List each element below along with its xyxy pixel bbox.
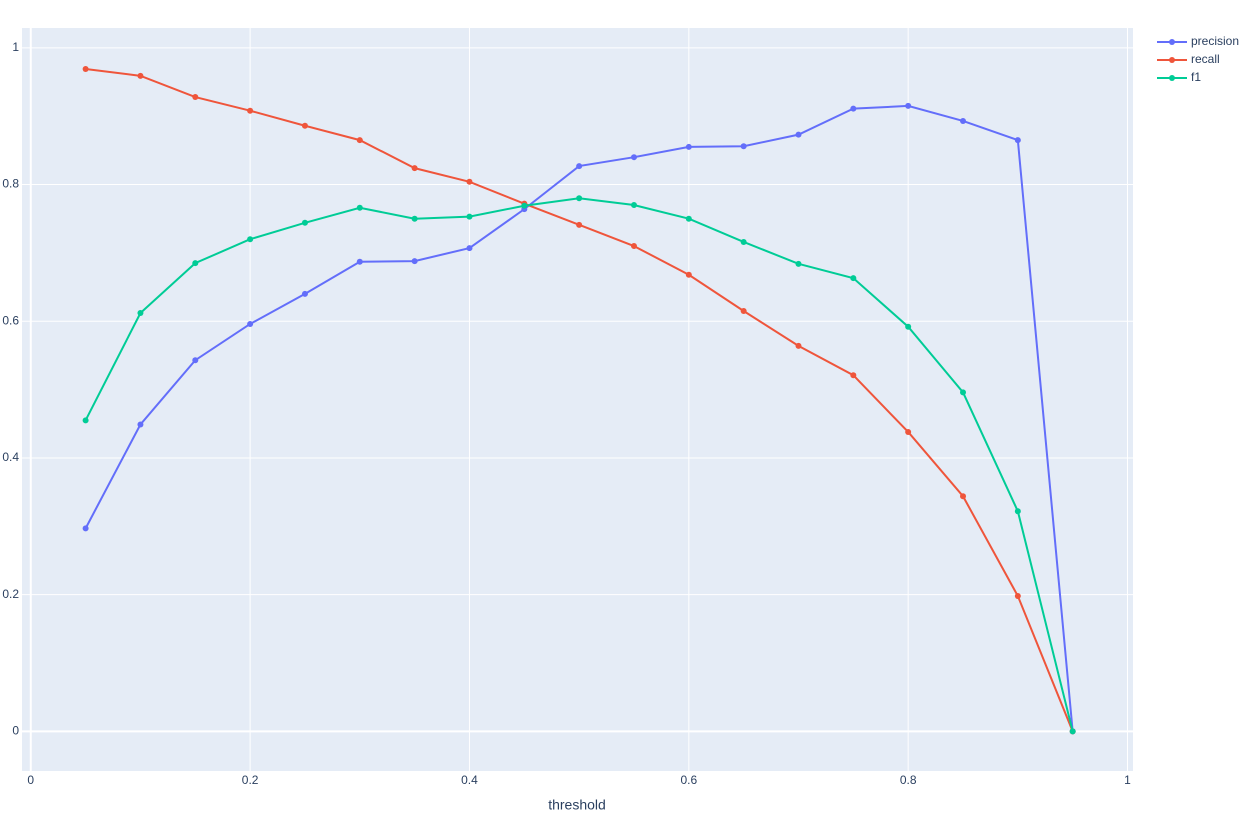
point <box>960 493 967 500</box>
point <box>905 102 912 109</box>
x-tick-label: 1 <box>1124 773 1131 787</box>
point <box>137 421 144 428</box>
point <box>795 342 802 349</box>
point <box>630 243 637 250</box>
point <box>576 195 583 202</box>
point <box>356 137 363 144</box>
point <box>411 215 418 222</box>
y-tick-label: 0.4 <box>2 450 19 464</box>
point <box>411 258 418 265</box>
point <box>850 105 857 112</box>
y-tick-label: 1 <box>12 40 19 54</box>
y-tick-label: 0 <box>12 724 19 738</box>
point <box>850 275 857 282</box>
point <box>850 372 857 379</box>
x-tick-label: 0.6 <box>680 773 697 787</box>
point <box>795 131 802 138</box>
point <box>740 307 747 314</box>
point <box>466 178 473 185</box>
x-tick-label: 0.2 <box>242 773 259 787</box>
legend-marker <box>1169 57 1175 63</box>
legend-label: recall <box>1191 52 1220 66</box>
point <box>301 219 308 226</box>
point <box>301 290 308 297</box>
point <box>356 204 363 211</box>
point <box>576 163 583 170</box>
x-tick-label: 0 <box>27 773 34 787</box>
point <box>247 320 254 327</box>
point <box>82 525 89 532</box>
point <box>685 215 692 222</box>
point <box>1014 508 1021 515</box>
legend-marker <box>1169 39 1175 45</box>
y-tick-label: 0.8 <box>2 177 19 191</box>
x-axis-label: threshold <box>548 797 606 813</box>
point <box>192 357 199 364</box>
point <box>301 122 308 129</box>
x-tick-label: 0.4 <box>461 773 478 787</box>
point <box>192 260 199 267</box>
y-tick-label: 0.2 <box>2 587 19 601</box>
point <box>466 213 473 220</box>
point <box>685 143 692 150</box>
point <box>82 417 89 424</box>
legend-label: f1 <box>1191 70 1201 84</box>
point <box>740 143 747 150</box>
point <box>905 428 912 435</box>
legend-label: precision <box>1191 34 1239 48</box>
point <box>685 271 692 278</box>
point <box>82 66 89 73</box>
point <box>960 389 967 396</box>
point <box>905 323 912 330</box>
point <box>960 117 967 124</box>
point <box>630 154 637 161</box>
point <box>137 72 144 79</box>
point <box>795 260 802 267</box>
point <box>247 236 254 243</box>
point <box>356 258 363 265</box>
point <box>411 165 418 172</box>
point <box>1014 593 1021 600</box>
point <box>192 94 199 101</box>
point <box>466 245 473 252</box>
point <box>521 202 528 209</box>
plot-background <box>22 28 1133 771</box>
x-tick-label: 0.8 <box>900 773 917 787</box>
legend-marker <box>1169 75 1175 81</box>
point <box>576 221 583 228</box>
point <box>1014 137 1021 144</box>
y-tick-label: 0.6 <box>2 313 19 327</box>
point <box>1069 728 1076 735</box>
point <box>137 310 144 317</box>
point <box>740 238 747 245</box>
point <box>247 107 254 114</box>
point <box>630 202 637 209</box>
